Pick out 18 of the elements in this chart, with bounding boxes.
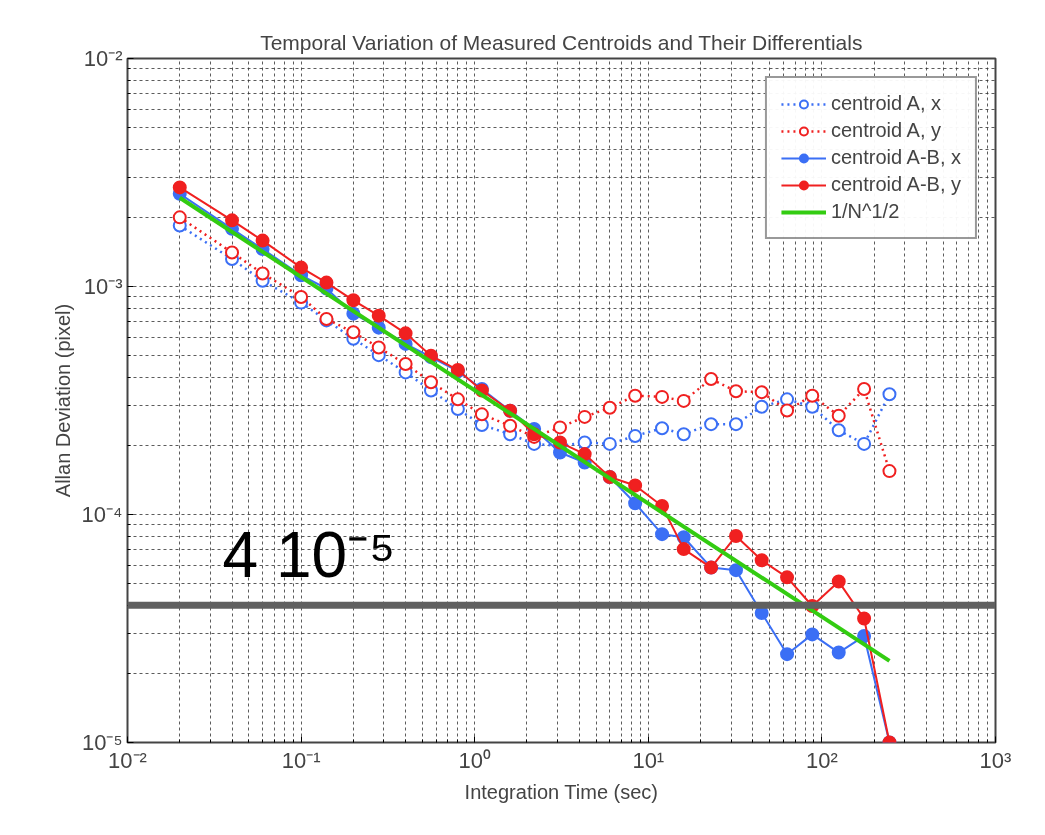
legend-label: 1/N^1/2 (830, 200, 900, 223)
legend-label: centroid A, y (830, 119, 941, 142)
x-tick-label: 10⁻² (108, 747, 147, 773)
x-axis-title: Integration Time (sec) (464, 780, 659, 803)
y-axis-title: Allan Deviation (pixel) (51, 303, 74, 498)
y-tick-label: 10⁻³ (83, 274, 123, 299)
legend-label: centroid A-B, y (830, 173, 961, 196)
x-tick-label: 10⁰ (458, 747, 491, 773)
ref-line-label: 4 10⁻⁵ (222, 519, 396, 592)
x-tick-label: 10² (806, 747, 838, 773)
x-tick-label: 10¹ (632, 747, 665, 773)
x-tick-label: 10³ (979, 747, 1012, 773)
legend-label: centroid A-B, x (830, 146, 961, 169)
y-tick-label: 10⁻² (83, 46, 123, 71)
x-tick-label: 10⁻¹ (281, 747, 321, 773)
chart-title: Temporal Variation of Measured Centroids and Their Differentials (260, 30, 863, 54)
legend-label: centroid A, x (830, 92, 941, 115)
y-tick-label: 10⁻⁴ (81, 502, 123, 527)
